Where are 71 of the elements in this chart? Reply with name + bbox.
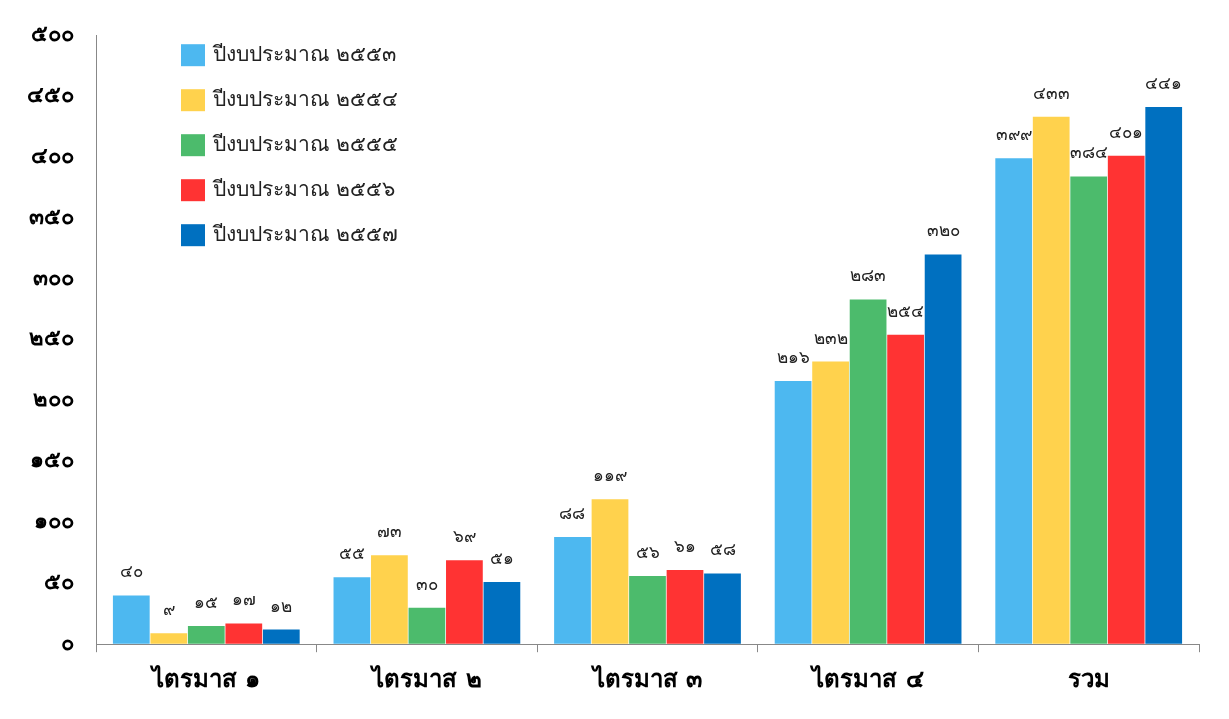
data-label: ๑๒ bbox=[270, 595, 293, 616]
y-tick-label: ๑๕๐ bbox=[30, 447, 74, 473]
legend-label: ปีงบประมาณ ๒๕๕๔ bbox=[212, 86, 398, 111]
data-label: ๔๐๑ bbox=[1109, 121, 1144, 142]
y-tick-label: ๓๕๐ bbox=[29, 203, 74, 229]
bar bbox=[225, 623, 263, 644]
legend-label: ปีงบประมาณ ๒๕๕๗ bbox=[212, 221, 398, 246]
data-label: ๓๘๔ bbox=[1069, 142, 1108, 163]
y-tick-label: ๕๐๐ bbox=[31, 20, 74, 46]
data-label: ๑๑๙ bbox=[593, 465, 627, 486]
bar bbox=[812, 361, 849, 644]
data-label: ๕๕ bbox=[338, 543, 365, 564]
bar bbox=[629, 575, 666, 644]
data-label: ๑๕ bbox=[194, 591, 219, 612]
bar bbox=[446, 560, 483, 644]
data-label: ๒๓๒ bbox=[813, 327, 848, 348]
data-label: ๕๘ bbox=[709, 539, 736, 560]
bar bbox=[1032, 116, 1070, 644]
y-tick-label: ๑๐๐ bbox=[34, 508, 74, 534]
data-label: ๖๑ bbox=[674, 535, 696, 556]
bar bbox=[924, 254, 962, 644]
bar bbox=[774, 381, 812, 644]
legend-label: ปีงบประมาณ ๒๕๕๕ bbox=[212, 131, 398, 156]
y-tick-label: ๔๐๐ bbox=[31, 142, 74, 168]
y-tick-label: ๐ bbox=[61, 629, 74, 655]
bar bbox=[112, 595, 150, 644]
data-label: ๔๓๓ bbox=[1032, 82, 1070, 103]
bar bbox=[1145, 107, 1183, 644]
bar bbox=[704, 573, 741, 644]
bar bbox=[262, 629, 300, 644]
bar bbox=[333, 577, 371, 644]
data-label: ๘๘ bbox=[559, 502, 586, 523]
y-tick-label: ๕๐ bbox=[44, 569, 74, 595]
data-label: ๖๙ bbox=[452, 526, 476, 547]
bar bbox=[150, 633, 188, 644]
bar bbox=[1107, 155, 1145, 644]
bar bbox=[887, 334, 924, 644]
x-tick-label: ไตรมาส ๓ bbox=[589, 663, 703, 693]
data-label: ๙ bbox=[162, 599, 175, 620]
bar bbox=[483, 582, 521, 644]
x-tick-label: ไตรมาส ๑ bbox=[149, 663, 261, 693]
data-label: ๒๑๖ bbox=[776, 347, 810, 368]
legend-label: ปีงบประมาณ ๒๕๕๖ bbox=[212, 176, 395, 201]
data-label: ๒๘๓ bbox=[850, 265, 887, 286]
bar bbox=[187, 625, 225, 644]
bar bbox=[554, 537, 591, 644]
bar bbox=[849, 299, 887, 644]
bar bbox=[371, 555, 408, 644]
bar bbox=[1070, 176, 1108, 644]
data-label: ๑๗ bbox=[231, 589, 256, 610]
data-label: ๒๕๔ bbox=[887, 300, 925, 321]
data-label: ๔๐ bbox=[119, 561, 143, 582]
data-label: ๓๒๐ bbox=[926, 220, 960, 241]
data-label: ๗๓ bbox=[376, 521, 402, 542]
y-tick-label: ๒๐๐ bbox=[33, 386, 74, 412]
bar bbox=[666, 569, 704, 644]
y-tick-label: ๓๐๐ bbox=[33, 264, 74, 290]
x-tick-label: ไตรมาส ๔ bbox=[809, 663, 924, 693]
bar bbox=[408, 607, 446, 644]
bar bbox=[995, 158, 1033, 644]
data-label: ๓๐ bbox=[415, 573, 438, 594]
legend-label: ปีงบประมาณ ๒๕๕๓ bbox=[212, 41, 396, 66]
data-label: ๕๖ bbox=[635, 541, 660, 562]
y-tick-label: ๒๕๐ bbox=[29, 325, 74, 351]
x-tick-label: รวม bbox=[1067, 664, 1110, 693]
x-tick-label: ไตรมาส ๒ bbox=[369, 663, 482, 693]
y-tick-label: ๔๕๐ bbox=[27, 81, 74, 107]
data-label: ๕๑ bbox=[489, 548, 514, 568]
bar bbox=[591, 499, 629, 644]
data-label: ๔๔๑ bbox=[1145, 72, 1183, 93]
data-label: ๓๙๙ bbox=[995, 124, 1032, 145]
